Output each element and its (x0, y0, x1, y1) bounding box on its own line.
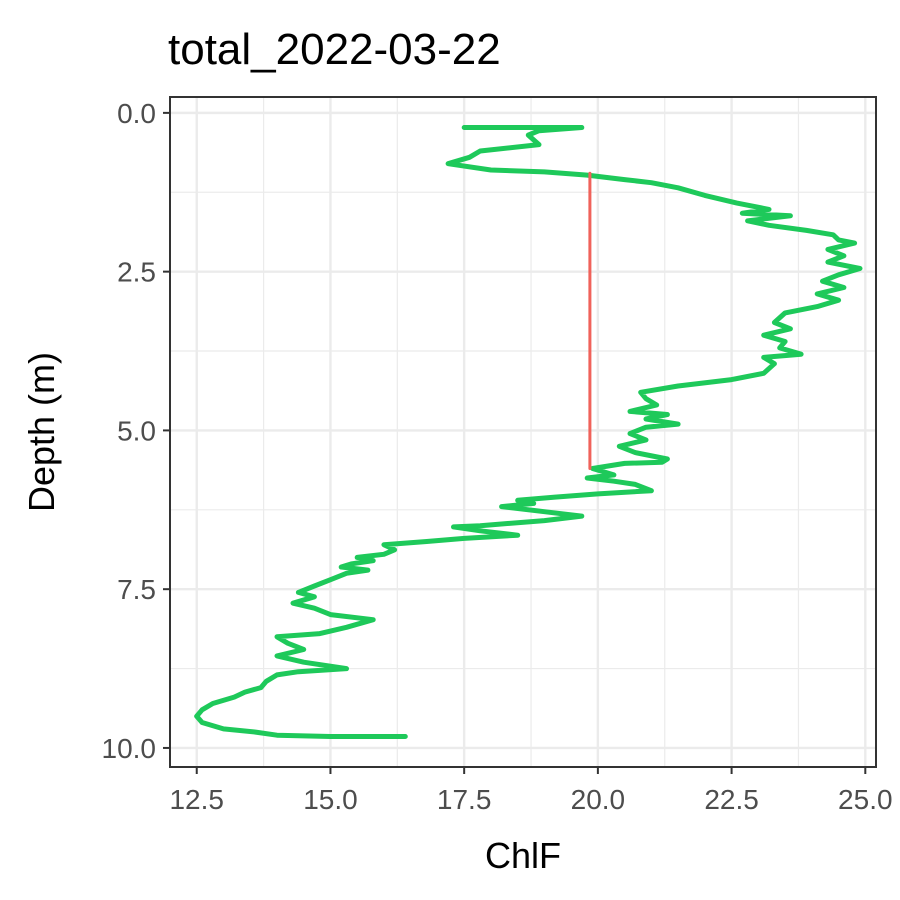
x-tick-label: 17.5 (437, 784, 492, 815)
y-tick-label: 10.0 (102, 733, 157, 764)
x-tick-label: 25.0 (838, 784, 893, 815)
y-tick-label: 0.0 (117, 98, 156, 129)
y-tick-label: 5.0 (117, 415, 156, 446)
tick-layer: 12.5 15.0 17.5 20.0 22.5 25.0 0.0 2.5 5.0 7.5 10.0 (102, 98, 893, 815)
x-tick-label: 20.0 (571, 784, 626, 815)
chart-title: total_2022-03-22 (168, 25, 501, 74)
y-tick-label: 2.5 (117, 257, 156, 288)
chlf-depth-profile-line (194, 125, 863, 739)
series-layer (194, 125, 863, 739)
x-axis-title: ChlF (485, 835, 561, 876)
plot-panel (170, 97, 876, 767)
y-tick-label: 7.5 (117, 574, 156, 605)
x-tick-label: 22.5 (704, 784, 759, 815)
y-axis-title: Depth (m) (21, 352, 62, 512)
x-tick-label: 15.0 (303, 784, 358, 815)
x-tick-label: 12.5 (169, 784, 224, 815)
plot-panel-border (169, 96, 877, 768)
grid-layer (170, 97, 876, 767)
